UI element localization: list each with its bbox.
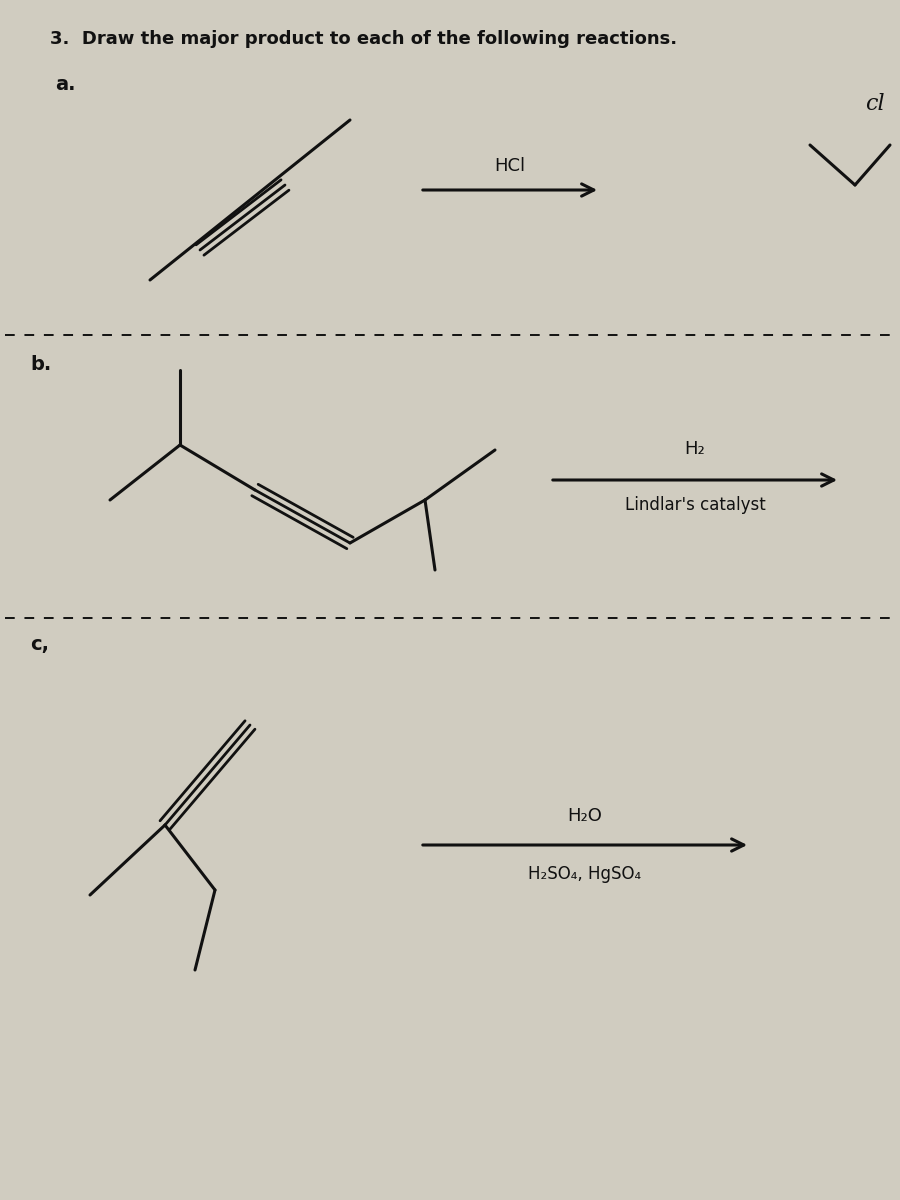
Text: c,: c,	[30, 635, 49, 654]
Text: H₂O: H₂O	[568, 806, 602, 826]
Text: 3.  Draw the major product to each of the following reactions.: 3. Draw the major product to each of the…	[50, 30, 677, 48]
Text: b.: b.	[30, 355, 51, 374]
Text: H₂: H₂	[685, 440, 706, 458]
Text: H₂SO₄, HgSO₄: H₂SO₄, HgSO₄	[528, 865, 642, 883]
Text: cl: cl	[865, 92, 885, 115]
Text: HCl: HCl	[494, 157, 526, 175]
Text: a.: a.	[55, 74, 76, 94]
Text: Lindlar's catalyst: Lindlar's catalyst	[625, 496, 765, 514]
